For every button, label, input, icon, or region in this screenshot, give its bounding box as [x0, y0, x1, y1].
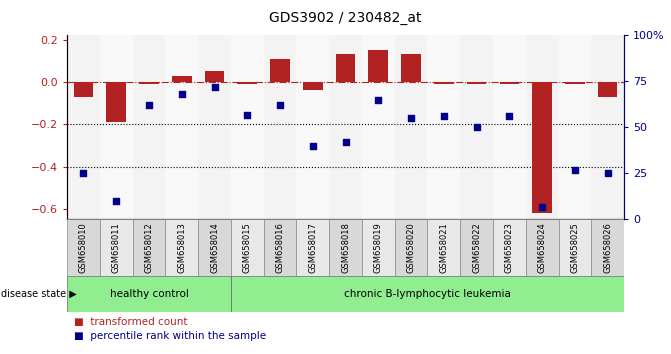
Bar	[493, 35, 526, 219]
Bar	[336, 55, 356, 82]
Text: ■  transformed count: ■ transformed count	[74, 317, 187, 327]
Point	[373, 97, 384, 103]
Point	[242, 112, 253, 118]
Bar	[231, 276, 624, 312]
Text: GDS3902 / 230482_at: GDS3902 / 230482_at	[269, 11, 422, 25]
Text: GSM658025: GSM658025	[570, 222, 579, 273]
Bar	[362, 35, 395, 219]
Text: GSM658019: GSM658019	[374, 222, 383, 273]
Bar	[165, 219, 198, 276]
Point	[570, 167, 580, 173]
Bar	[133, 219, 165, 276]
Text: GSM658011: GSM658011	[112, 222, 121, 273]
Bar	[107, 82, 126, 122]
Bar	[231, 35, 264, 219]
Point	[438, 114, 449, 119]
Bar	[493, 219, 526, 276]
Bar	[329, 35, 362, 219]
Text: GSM658013: GSM658013	[177, 222, 187, 273]
Bar	[395, 219, 427, 276]
Point	[78, 171, 89, 176]
Bar	[238, 82, 257, 84]
Bar	[401, 55, 421, 82]
Bar	[264, 35, 297, 219]
Bar	[558, 219, 591, 276]
Point	[603, 171, 613, 176]
Point	[274, 103, 285, 108]
Text: GSM658012: GSM658012	[144, 222, 154, 273]
Bar	[264, 219, 297, 276]
Bar	[434, 82, 454, 84]
Point	[176, 91, 187, 97]
Bar	[67, 219, 100, 276]
Point	[340, 139, 351, 145]
Bar	[198, 35, 231, 219]
Text: GSM658014: GSM658014	[210, 222, 219, 273]
Bar	[67, 276, 231, 312]
Point	[537, 204, 548, 210]
Bar	[526, 35, 558, 219]
Bar	[460, 219, 493, 276]
Text: GSM658022: GSM658022	[472, 222, 481, 273]
Bar	[526, 219, 558, 276]
Bar	[362, 219, 395, 276]
Point	[504, 114, 515, 119]
Point	[111, 198, 121, 204]
Point	[471, 125, 482, 130]
Bar	[591, 35, 624, 219]
Point	[406, 115, 417, 121]
Bar	[297, 35, 329, 219]
Bar	[598, 82, 617, 97]
Text: GSM658023: GSM658023	[505, 222, 514, 273]
Text: GSM658021: GSM658021	[440, 222, 448, 273]
Bar	[499, 82, 519, 84]
Text: ■  percentile rank within the sample: ■ percentile rank within the sample	[74, 331, 266, 341]
Bar	[165, 35, 198, 219]
Text: GSM658020: GSM658020	[407, 222, 415, 273]
Bar	[532, 82, 552, 213]
Bar	[67, 35, 100, 219]
Point	[144, 103, 154, 108]
Bar	[460, 35, 493, 219]
Text: disease state ▶: disease state ▶	[1, 289, 76, 299]
Text: GSM658018: GSM658018	[341, 222, 350, 273]
Bar	[329, 219, 362, 276]
Bar	[467, 82, 486, 84]
Bar	[297, 219, 329, 276]
Bar	[368, 50, 388, 82]
Bar	[231, 219, 264, 276]
Point	[209, 84, 220, 90]
Bar	[591, 219, 624, 276]
Bar	[139, 82, 159, 84]
Bar	[133, 35, 165, 219]
Text: GSM658010: GSM658010	[79, 222, 88, 273]
Bar	[558, 35, 591, 219]
Bar	[100, 219, 133, 276]
Bar	[74, 82, 93, 97]
Bar	[270, 59, 290, 82]
Bar	[427, 35, 460, 219]
Bar	[100, 35, 133, 219]
Text: chronic B-lymphocytic leukemia: chronic B-lymphocytic leukemia	[344, 289, 511, 299]
Bar	[395, 35, 427, 219]
Text: GSM658026: GSM658026	[603, 222, 612, 273]
Bar	[427, 219, 460, 276]
Bar	[198, 219, 231, 276]
Point	[307, 143, 318, 149]
Text: GSM658024: GSM658024	[537, 222, 547, 273]
Text: GSM658015: GSM658015	[243, 222, 252, 273]
Bar	[565, 82, 584, 84]
Text: GSM658017: GSM658017	[308, 222, 317, 273]
Text: healthy control: healthy control	[109, 289, 189, 299]
Bar	[172, 76, 192, 82]
Bar	[303, 82, 323, 90]
Text: GSM658016: GSM658016	[276, 222, 285, 273]
Bar	[205, 72, 224, 82]
